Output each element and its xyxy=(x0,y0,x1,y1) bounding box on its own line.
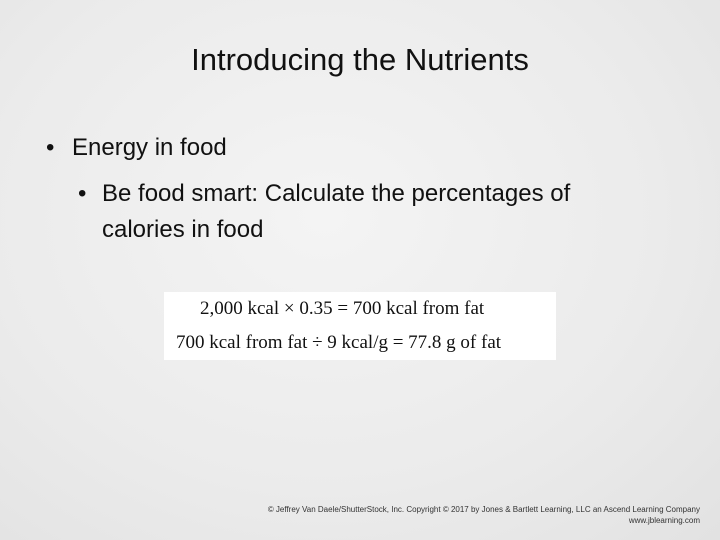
equation: 700 kcal from fat ÷ 9 kcal/g = 77.8 g of… xyxy=(176,332,502,353)
footer: © Jeffrey Van Daele/ShutterStock, Inc. C… xyxy=(268,504,700,526)
slide-title: Introducing the Nutrients xyxy=(191,42,529,77)
equation: 2,000 kcal × 0.35 = 700 kcal from fat xyxy=(200,298,485,319)
copyright: © Jeffrey Van Daele/ShutterStock, Inc. C… xyxy=(267,505,700,514)
equation-box: 2,000 kcal × 0.35 = 700 kcal from fat 70… xyxy=(164,292,556,360)
bullet: Energy in food xyxy=(46,134,672,162)
website: www.jblearning.com xyxy=(628,516,700,525)
sub-bullet: Be food smart: Calculate the percentages… xyxy=(78,176,647,248)
